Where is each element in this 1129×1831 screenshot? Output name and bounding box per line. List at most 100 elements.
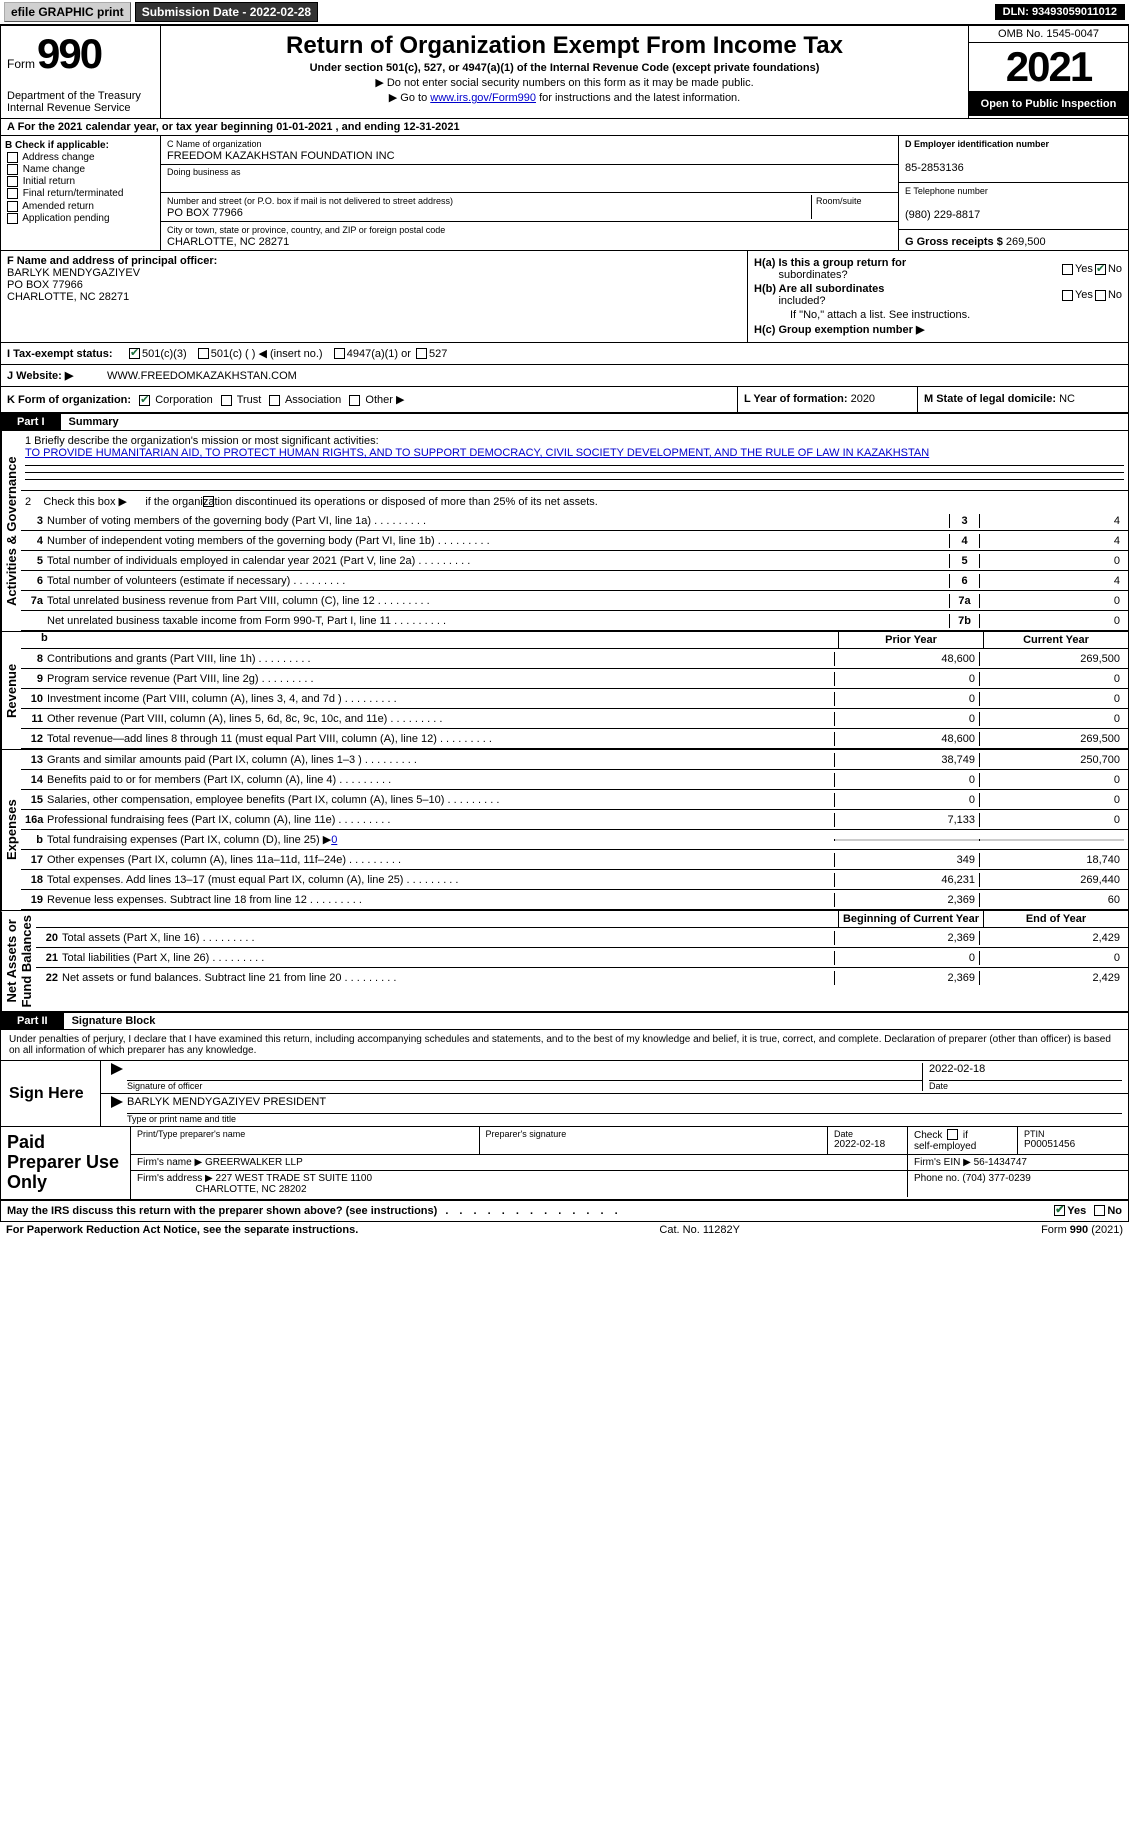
application-pending-checkbox[interactable] xyxy=(7,213,18,224)
final-return-checkbox[interactable] xyxy=(7,188,18,199)
discuss-no-checkbox[interactable] xyxy=(1094,1205,1105,1216)
irs-discuss-question: May the IRS discuss this return with the… xyxy=(7,1205,437,1217)
col-b-checklist: B Check if applicable: Address change Na… xyxy=(1,136,161,250)
exp-vert-label: Expenses xyxy=(1,750,21,910)
col-b-label: B Check if applicable: xyxy=(5,140,156,151)
form-org-label: K Form of organization: xyxy=(7,394,131,406)
table-row: 9 Program service revenue (Part VIII, li… xyxy=(21,669,1128,689)
row-i-tax-status: I Tax-exempt status: 501(c)(3) 501(c) ( … xyxy=(0,343,1129,365)
irs-discuss-footer: May the IRS discuss this return with the… xyxy=(0,1201,1129,1222)
header-mid: Return of Organization Exempt From Incom… xyxy=(161,26,968,118)
hb-no-checkbox[interactable] xyxy=(1095,290,1106,301)
firm-phone: (704) 377-0239 xyxy=(962,1173,1030,1184)
header-subtitle-1: Under section 501(c), 527, or 4947(a)(1)… xyxy=(165,62,964,74)
paperwork-notice: For Paperwork Reduction Act Notice, see … xyxy=(6,1224,358,1236)
end-year-header: End of Year xyxy=(983,911,1128,927)
table-row: 17 Other expenses (Part IX, column (A), … xyxy=(21,850,1128,870)
4947a1-checkbox[interactable] xyxy=(334,348,345,359)
ha-no-checkbox[interactable] xyxy=(1095,264,1106,275)
part-2-tab: Part II xyxy=(1,1013,64,1029)
line-2: 2 Check this box ▶ if the organization d… xyxy=(25,495,1124,508)
hb-yes-checkbox[interactable] xyxy=(1062,290,1073,301)
sig-declaration: Under penalties of perjury, I declare th… xyxy=(1,1030,1128,1060)
phone-label: E Telephone number xyxy=(905,186,988,196)
sig-date-value: 2022-02-18 xyxy=(929,1063,1122,1081)
hb-note: If "No," attach a list. See instructions… xyxy=(754,309,1122,321)
corporation-checkbox[interactable] xyxy=(139,395,150,406)
expenses-block: Expenses 13 Grants and similar amounts p… xyxy=(0,750,1129,911)
prior-year-header: Prior Year xyxy=(838,632,983,648)
header-right: OMB No. 1545-0047 2021 Open to Public In… xyxy=(968,26,1128,118)
open-to-public: Open to Public Inspection xyxy=(969,92,1128,116)
sig-date-label: Date xyxy=(929,1081,1122,1091)
city-state-zip: CHARLOTTE, NC 28271 xyxy=(167,236,289,248)
preparer-block: Paid Preparer Use Only Print/Type prepar… xyxy=(0,1127,1129,1200)
year-formation-value: 2020 xyxy=(851,393,875,405)
paid-preparer-label: Paid Preparer Use Only xyxy=(1,1127,131,1198)
mission-box: 1 Briefly describe the organization's mi… xyxy=(21,431,1128,491)
col-f: F Name and address of principal officer:… xyxy=(1,251,748,342)
irs-link[interactable]: www.irs.gov/Form990 xyxy=(430,92,536,104)
officer-name: BARLYK MENDYGAZIYEV xyxy=(7,267,140,279)
street-address: PO BOX 77966 xyxy=(167,207,243,219)
signature-block: Under penalties of perjury, I declare th… xyxy=(0,1030,1129,1127)
activities-governance-block: Activities & Governance 1 Briefly descri… xyxy=(0,431,1129,632)
self-employed-checkbox[interactable] xyxy=(947,1129,958,1140)
addr-label: Number and street (or P.O. box if mail i… xyxy=(167,196,453,206)
header-subtitle-2: ▶ Do not enter social security numbers o… xyxy=(165,76,964,89)
arrow-icon xyxy=(111,1096,123,1108)
room-label: Room/suite xyxy=(816,196,862,206)
table-row: 8 Contributions and grants (Part VIII, l… xyxy=(21,649,1128,669)
ha-yes-checkbox[interactable] xyxy=(1062,264,1073,275)
table-row: 4 Number of independent voting members o… xyxy=(21,531,1128,551)
table-row: b Total fundraising expenses (Part IX, c… xyxy=(21,830,1128,850)
initial-return-checkbox[interactable] xyxy=(7,176,18,187)
table-row: 15 Salaries, other compensation, employe… xyxy=(21,790,1128,810)
state-domicile-label: M State of legal domicile: xyxy=(924,393,1056,405)
amended-return-checkbox[interactable] xyxy=(7,201,18,212)
name-change-checkbox[interactable] xyxy=(7,164,18,175)
ein-label: D Employer identification number xyxy=(905,139,1049,149)
501c-checkbox[interactable] xyxy=(198,348,209,359)
officer-and-group-row: F Name and address of principal officer:… xyxy=(0,251,1129,343)
table-row: 13 Grants and similar amounts paid (Part… xyxy=(21,750,1128,770)
other-org-checkbox[interactable] xyxy=(349,395,360,406)
discontinued-checkbox[interactable] xyxy=(203,496,214,507)
tax-exempt-label: I Tax-exempt status: xyxy=(7,348,127,360)
current-year-header: Current Year xyxy=(983,632,1128,648)
col-d: D Employer identification number 85-2853… xyxy=(898,136,1128,250)
firm-ein: 56-1434747 xyxy=(974,1157,1027,1168)
part-1-title: Summary xyxy=(61,414,1128,430)
arrow-icon xyxy=(111,1063,123,1075)
header-left: Form 990 Department of the Treasury Inte… xyxy=(1,26,161,118)
row-j-website: J Website: ▶ WWW.FREEDOMKAZAKHSTAN.COM xyxy=(0,365,1129,387)
527-checkbox[interactable] xyxy=(416,348,427,359)
officer-addr1: PO BOX 77966 xyxy=(7,279,83,291)
table-row: 6 Total number of volunteers (estimate i… xyxy=(21,571,1128,591)
website-value: WWW.FREEDOMKAZAKHSTAN.COM xyxy=(107,370,297,382)
org-name: FREEDOM KAZAKHSTAN FOUNDATION INC xyxy=(167,150,395,162)
efile-print-button[interactable]: efile GRAPHIC print xyxy=(4,2,131,22)
table-row: 21 Total liabilities (Part X, line 26) 0… xyxy=(36,948,1128,968)
501c3-checkbox[interactable] xyxy=(129,348,140,359)
entity-info: B Check if applicable: Address change Na… xyxy=(0,136,1129,251)
gov-vert-label: Activities & Governance xyxy=(1,431,21,631)
part-2-header: Part II Signature Block xyxy=(0,1012,1129,1030)
table-row: 20 Total assets (Part X, line 16) 2,369 … xyxy=(36,928,1128,948)
firm-addr2: CHARLOTTE, NC 28202 xyxy=(195,1184,306,1195)
revenue-block: Revenue b Prior Year Current Year 8 Cont… xyxy=(0,632,1129,750)
table-row: 16a Professional fundraising fees (Part … xyxy=(21,810,1128,830)
gross-receipts-label: G Gross receipts $ xyxy=(905,236,1003,248)
cat-no: Cat. No. 11282Y xyxy=(659,1224,740,1236)
table-row: 7a Total unrelated business revenue from… xyxy=(21,591,1128,611)
website-label: J Website: ▶ xyxy=(7,369,107,382)
tax-year: 2021 xyxy=(969,43,1128,92)
org-name-label: C Name of organization xyxy=(167,139,262,149)
table-row: 10 Investment income (Part VIII, column … xyxy=(21,689,1128,709)
association-checkbox[interactable] xyxy=(269,395,280,406)
sign-here-label: Sign Here xyxy=(1,1061,101,1126)
discuss-yes-checkbox[interactable] xyxy=(1054,1205,1065,1216)
state-domicile-value: NC xyxy=(1059,393,1075,405)
address-change-checkbox[interactable] xyxy=(7,152,18,163)
trust-checkbox[interactable] xyxy=(221,395,232,406)
